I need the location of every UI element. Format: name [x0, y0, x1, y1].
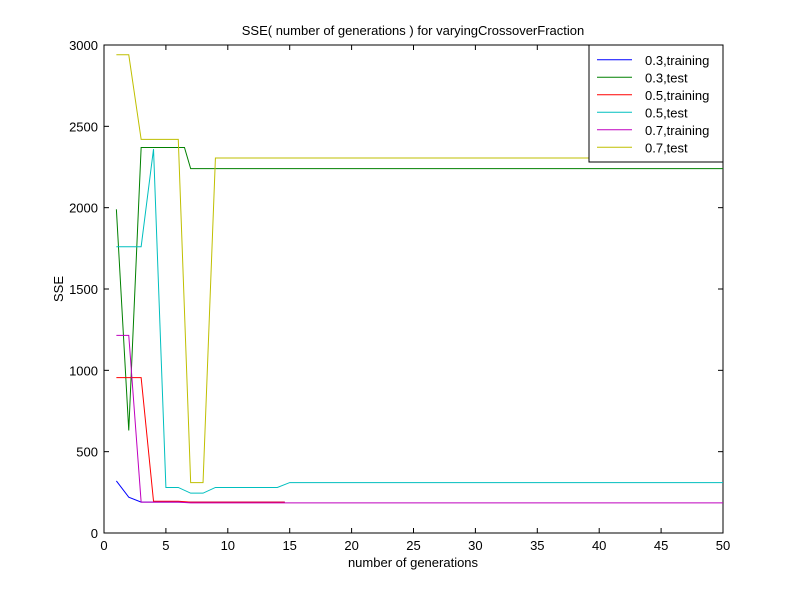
- x-tick-label: 10: [221, 538, 235, 553]
- y-tick-label: 3000: [69, 38, 98, 53]
- y-tick-label: 0: [91, 526, 98, 541]
- legend-entry: 0.5,test: [645, 105, 688, 120]
- y-tick-label: 2000: [69, 201, 98, 216]
- series-line: [116, 334, 723, 504]
- series-line: [116, 149, 723, 494]
- y-tick-label: 1500: [69, 282, 98, 297]
- x-tick-label: 15: [282, 538, 296, 553]
- legend: 0.3,training 0.3,test 0.5,training 0.5,test…: [588, 44, 724, 163]
- x-tick-label: 50: [716, 538, 730, 553]
- x-tick-label: 45: [654, 538, 668, 553]
- x-tick-label: 20: [344, 538, 358, 553]
- y-tick-label: 500: [76, 445, 98, 460]
- x-axis-label: number of generations: [348, 555, 479, 570]
- x-tick-label: 5: [162, 538, 169, 553]
- x-tick-label: 35: [530, 538, 544, 553]
- series-line: [115, 146, 723, 431]
- x-tick-label: 30: [468, 538, 482, 553]
- x-tick-label: 0: [100, 538, 107, 553]
- legend-entry: 0.7,training: [645, 123, 709, 138]
- y-axis-label: SSE: [51, 276, 66, 302]
- x-tick-label: 40: [592, 538, 606, 553]
- legend-box: [588, 44, 724, 163]
- y-tick-label: 1000: [69, 363, 98, 378]
- x-tick-label: 25: [406, 538, 420, 553]
- series-line: [116, 54, 723, 484]
- chart-title: SSE( number of generations ) for varying…: [242, 23, 584, 38]
- legend-entry: 0.3,training: [645, 53, 709, 68]
- series-line: [116, 377, 285, 503]
- legend-entry: 0.7,test: [645, 140, 688, 155]
- legend-entry: 0.5,training: [645, 88, 709, 103]
- legend-entry: 0.3,test: [645, 70, 688, 85]
- y-tick-label: 2500: [69, 119, 98, 134]
